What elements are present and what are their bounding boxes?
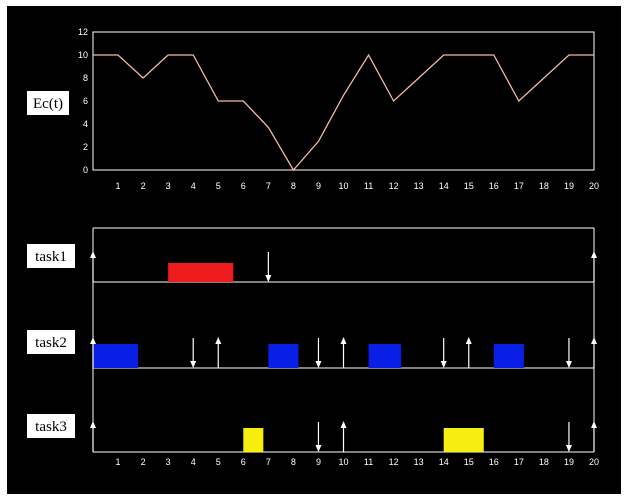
arrival-arrow-head xyxy=(465,337,472,344)
schedule-x-tick-label: 8 xyxy=(291,457,296,467)
schedule-x-tick-label: 16 xyxy=(489,457,499,467)
execution-bar-task2 xyxy=(93,344,139,368)
x-tick-label: 13 xyxy=(414,181,424,191)
x-tick-label: 10 xyxy=(338,181,348,191)
lane-label-box xyxy=(27,414,75,438)
x-tick-label: 4 xyxy=(191,181,196,191)
arrival-arrow-head xyxy=(591,251,597,258)
schedule-x-tick-label: 1 xyxy=(116,457,121,467)
y-tick-label: 0 xyxy=(83,165,88,175)
deadline-arrow-head xyxy=(440,361,447,368)
schedule-x-tick-label: 3 xyxy=(166,457,171,467)
execution-bar-task3 xyxy=(243,428,264,452)
execution-bar-task2 xyxy=(268,344,299,368)
execution-bar-task2 xyxy=(368,344,402,368)
lane-label-box xyxy=(27,330,75,354)
x-tick-label: 14 xyxy=(439,181,449,191)
arrival-arrow-head xyxy=(591,337,597,344)
y-tick-label: 2 xyxy=(83,142,88,152)
schedule-x-tick-label: 13 xyxy=(414,457,424,467)
x-tick-label: 17 xyxy=(514,181,524,191)
series-line-0 xyxy=(93,53,594,172)
x-tick-label: 15 xyxy=(464,181,474,191)
deadline-arrow-head xyxy=(565,445,572,452)
schedule-x-tick-label: 19 xyxy=(564,457,574,467)
arrival-arrow-head xyxy=(90,421,96,428)
x-tick-label: 3 xyxy=(166,181,171,191)
schedule-x-tick-label: 12 xyxy=(389,457,399,467)
x-tick-label: 18 xyxy=(539,181,549,191)
schedule-x-tick-label: 18 xyxy=(539,457,549,467)
schedule-x-tick-label: 14 xyxy=(439,457,449,467)
arrival-arrow-head xyxy=(90,251,96,258)
arrival-arrow-head xyxy=(215,337,222,344)
deadline-arrow-head xyxy=(315,445,322,452)
x-tick-label: 9 xyxy=(316,181,321,191)
y-tick-label: 10 xyxy=(78,50,88,60)
deadline-arrow-head xyxy=(265,275,272,282)
schedule-x-tick-label: 2 xyxy=(141,457,146,467)
y-axis-label: Ec(t) xyxy=(33,96,63,112)
arrival-arrow-head xyxy=(90,337,96,344)
y-tick-label: 8 xyxy=(83,73,88,83)
lane-label-task2: task2 xyxy=(35,335,67,351)
lane-label-task3: task3 xyxy=(35,419,67,435)
y-tick-label: 4 xyxy=(83,119,88,129)
schedule-x-tick-label: 4 xyxy=(191,457,196,467)
deadline-arrow-head xyxy=(190,361,197,368)
y-tick-label: 6 xyxy=(83,96,88,106)
schedule-x-tick-label: 15 xyxy=(464,457,474,467)
lane-label-task1: task1 xyxy=(35,249,67,265)
schedule-x-tick-label: 10 xyxy=(338,457,348,467)
x-tick-label: 12 xyxy=(389,181,399,191)
deadline-arrow-head xyxy=(565,361,572,368)
execution-bar-task3 xyxy=(443,428,484,452)
y-tick-label: 12 xyxy=(78,27,88,37)
execution-bar-task2 xyxy=(493,344,524,368)
schedule-x-tick-label: 6 xyxy=(241,457,246,467)
arrival-arrow-head xyxy=(340,421,347,428)
plot-frame xyxy=(92,31,595,171)
x-tick-label: 20 xyxy=(589,181,599,191)
x-tick-label: 11 xyxy=(364,181,373,191)
x-tick-label: 5 xyxy=(216,181,221,191)
x-tick-label: 6 xyxy=(241,181,246,191)
x-tick-label: 1 xyxy=(116,181,121,191)
schedule-x-tick-label: 20 xyxy=(589,457,599,467)
ylabel-box xyxy=(27,91,69,115)
chart-canvas: 0 2 4 6 8 10 12 1 2 3 4 5 6 7 8 9 10 11 12 13 14 15 16 17 18 19 20… xyxy=(7,6,621,494)
x-tick-label: 2 xyxy=(141,181,146,191)
x-tick-label: 19 xyxy=(564,181,574,191)
schedule-x-tick-label: 11 xyxy=(364,457,373,467)
deadline-arrow-head xyxy=(315,361,322,368)
arrival-arrow-head xyxy=(340,337,347,344)
arrival-arrow-head xyxy=(591,421,597,428)
x-tick-label: 16 xyxy=(489,181,499,191)
schedule-x-tick-label: 9 xyxy=(316,457,321,467)
schedule-x-tick-label: 17 xyxy=(514,457,524,467)
execution-bar-task1 xyxy=(168,263,234,282)
schedule-x-tick-label: 7 xyxy=(266,457,271,467)
schedule-x-tick-label: 5 xyxy=(216,457,221,467)
x-tick-label: 8 xyxy=(291,181,296,191)
lane-label-box xyxy=(27,244,75,268)
x-tick-label: 7 xyxy=(266,181,271,191)
